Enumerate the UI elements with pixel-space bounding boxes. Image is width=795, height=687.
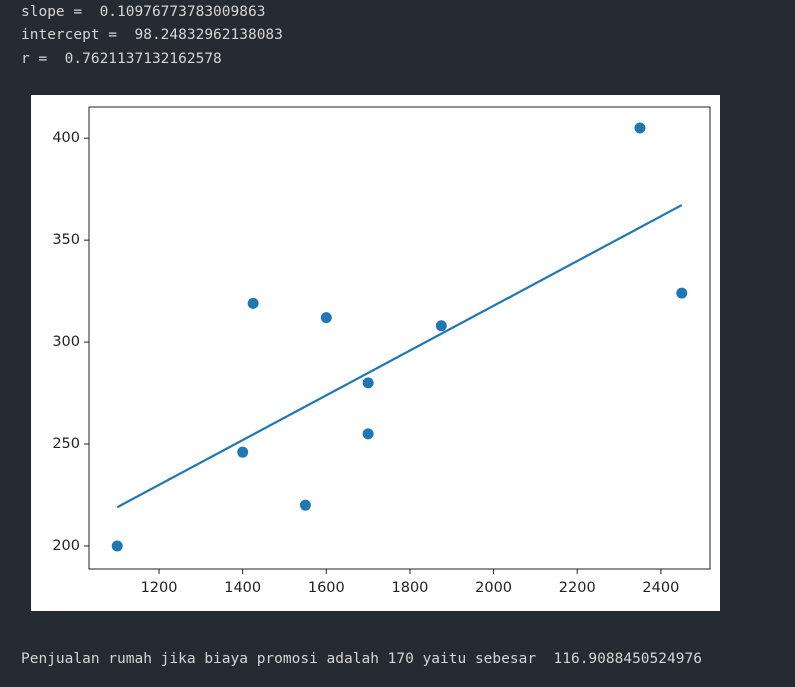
x-tick-label: 1400 bbox=[224, 580, 261, 596]
scatter-point bbox=[634, 122, 646, 134]
scatter-point bbox=[237, 446, 249, 458]
x-tick-label: 1800 bbox=[392, 580, 429, 596]
y-tick-label: 400 bbox=[52, 130, 80, 146]
output-line: Penjualan rumah jika biaya promosi adala… bbox=[21, 651, 702, 667]
scatter-point bbox=[111, 540, 123, 552]
scatter-point bbox=[320, 312, 332, 324]
output-line: r = 0.7621137132162578 bbox=[21, 51, 222, 67]
scatter-point bbox=[676, 287, 688, 299]
x-tick-label: 1600 bbox=[308, 580, 345, 596]
scatter-point bbox=[247, 297, 259, 309]
scatter-point bbox=[435, 320, 447, 332]
plot-frame bbox=[88, 106, 711, 570]
y-tick-label: 250 bbox=[52, 436, 80, 452]
x-tick-label: 2400 bbox=[642, 580, 679, 596]
regression-line bbox=[116, 204, 683, 509]
x-tick-label: 2200 bbox=[559, 580, 596, 596]
y-tick-label: 300 bbox=[52, 334, 80, 350]
output-line: slope = 0.10976773783009863 bbox=[21, 4, 266, 20]
scatter-point bbox=[362, 428, 374, 440]
scatter-point bbox=[362, 377, 374, 389]
output-line: intercept = 98.24832962138083 bbox=[21, 27, 283, 43]
y-tick-label: 350 bbox=[52, 232, 80, 248]
x-tick-label: 2000 bbox=[475, 580, 512, 596]
scatter-point bbox=[299, 499, 311, 511]
chart: 1200 1400 1600 1800 2000 2200 2400 200 250 300 350… bbox=[31, 95, 720, 611]
y-tick-label: 200 bbox=[52, 538, 80, 554]
x-tick-label: 1200 bbox=[141, 580, 178, 596]
